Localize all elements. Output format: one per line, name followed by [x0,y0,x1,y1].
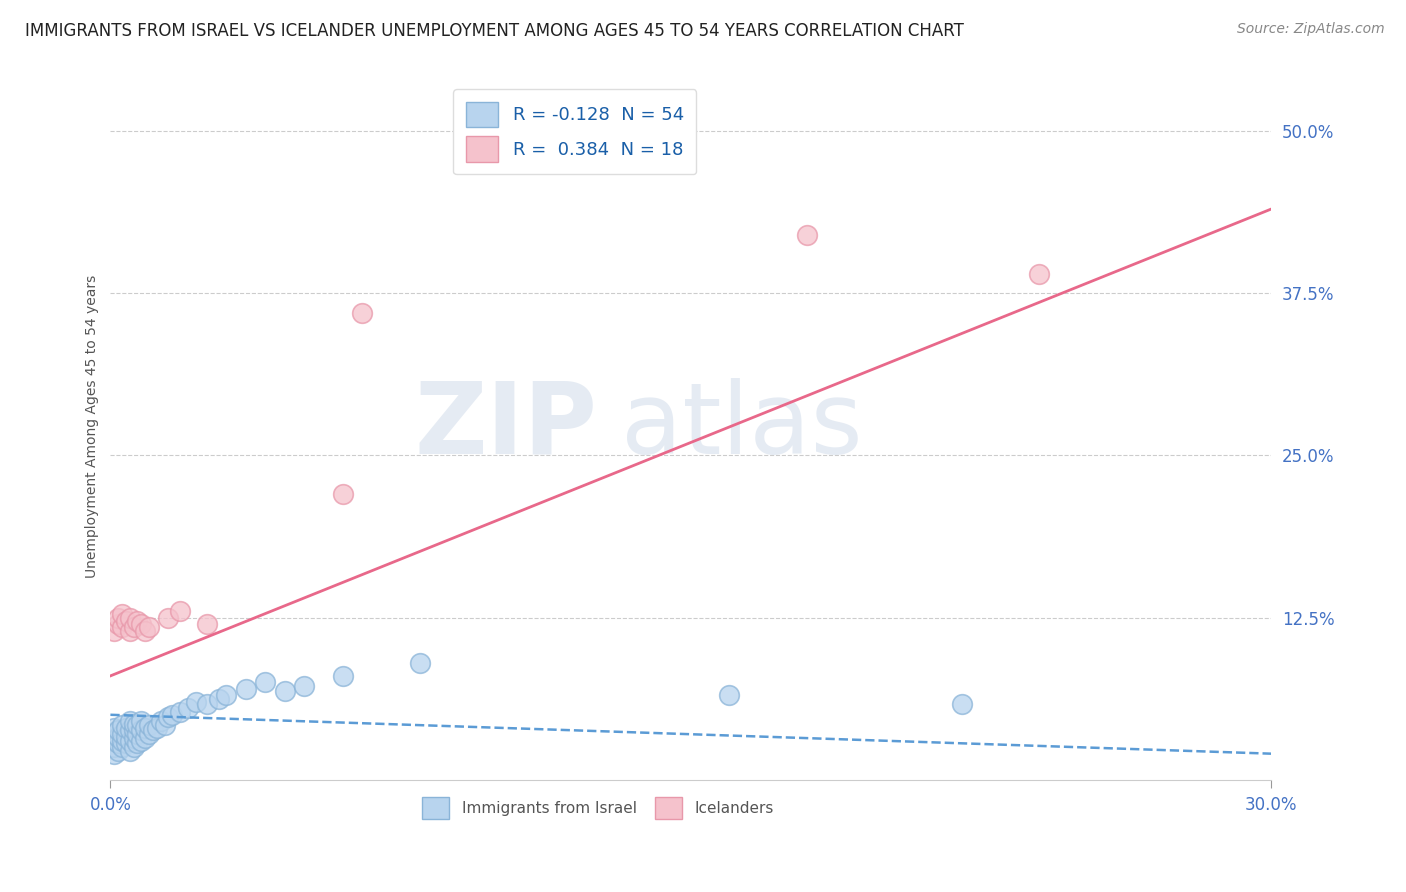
Point [115,615,138,629]
Point [208,692,231,706]
Text: ZIP: ZIP [415,378,598,475]
Point [122,619,145,633]
Point [118,714,141,729]
Point [162,707,184,722]
Point [103,721,125,735]
Point [235,681,257,696]
Point [142,723,165,738]
Point [127,727,149,741]
Point [1028,267,1050,281]
Point [146,721,169,735]
Point [107,617,129,632]
Point [115,721,138,735]
Point [122,716,145,731]
Point [409,656,432,670]
Point [127,615,149,629]
Point [131,714,153,729]
Point [153,718,176,732]
Text: Source: ZipAtlas.com: Source: ZipAtlas.com [1237,22,1385,37]
Point [169,705,191,719]
Text: atlas: atlas [621,378,863,475]
Point [103,727,125,741]
Point [118,624,141,638]
Point [107,730,129,744]
Point [950,698,973,712]
Point [796,228,818,243]
Point [127,718,149,732]
Point [111,718,134,732]
Point [149,714,172,729]
Point [292,679,315,693]
Text: IMMIGRANTS FROM ISRAEL VS ICELANDER UNEMPLOYMENT AMONG AGES 45 TO 54 YEARS CORRE: IMMIGRANTS FROM ISRAEL VS ICELANDER UNEM… [25,22,965,40]
Point [138,619,160,633]
Point [350,306,373,320]
Point [118,723,141,738]
Point [103,747,125,761]
Point [122,723,145,738]
Legend: Immigrants from Israel, Icelanders: Immigrants from Israel, Icelanders [416,791,780,825]
Point [111,619,134,633]
Point [195,698,218,712]
Point [169,604,191,618]
Point [118,610,141,624]
Point [118,733,141,747]
Point [115,736,138,750]
Point [115,730,138,744]
Point [254,675,277,690]
Point [134,721,156,735]
Point [111,727,134,741]
Point [103,733,125,747]
Point [131,733,153,747]
Point [134,624,156,638]
Point [107,610,129,624]
Point [118,744,141,758]
Point [131,617,153,632]
Point [157,710,180,724]
Point [127,736,149,750]
Point [215,689,238,703]
Point [195,617,218,632]
Point [122,731,145,745]
Point [103,740,125,755]
Point [138,718,160,732]
Point [332,487,354,501]
Point [184,695,207,709]
Y-axis label: Unemployment Among Ages 45 to 54 years: Unemployment Among Ages 45 to 54 years [86,275,100,578]
Point [332,669,354,683]
Point [138,727,160,741]
Point [131,723,153,738]
Point [103,624,125,638]
Point [107,723,129,738]
Point [111,740,134,755]
Point [157,610,180,624]
Point [111,733,134,747]
Point [111,607,134,621]
Point [273,684,295,698]
Point [718,689,741,703]
Point [107,736,129,750]
Point [134,731,156,745]
Point [122,740,145,755]
Point [107,744,129,758]
Point [177,701,200,715]
